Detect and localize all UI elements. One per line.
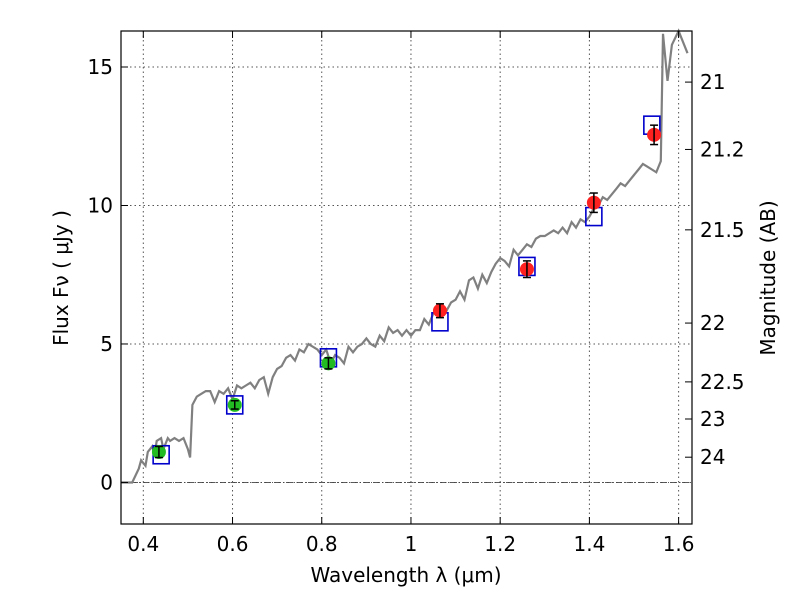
y2-tick-label: 21.5 (700, 218, 745, 242)
x-tick-label: 1 (405, 532, 418, 556)
y2-axis-title: Magnitude (AB) (756, 200, 780, 355)
x-tick-label: 0.6 (217, 532, 249, 556)
model-band-flux-box (225, 395, 244, 415)
y2-tick-label: 21 (700, 70, 725, 94)
x-tick-label: 1.4 (573, 532, 605, 556)
y-axis-title: Flux Fν ( μJy ) (49, 210, 73, 346)
y2-tick-label: 23 (700, 407, 725, 431)
y2-tick-label: 22 (700, 311, 725, 335)
x-tick-label: 1.2 (484, 532, 516, 556)
x-axis-title: Wavelength λ (μm) (310, 563, 501, 587)
y-tick-label: 0 (100, 470, 113, 494)
y2-tick-label: 22.5 (700, 370, 745, 394)
y2-tick-label: 24 (700, 445, 725, 469)
y-tick-label: 10 (88, 193, 113, 217)
y-tick-label: 5 (100, 332, 113, 356)
y-tick-label: 15 (88, 55, 113, 79)
y-axis-ticks: 0 5 10 15 (88, 55, 128, 494)
x-tick-label: 1.6 (663, 532, 695, 556)
plot-frame (120, 30, 693, 525)
model-spectrum-line (121, 28, 689, 484)
plot-area (121, 28, 689, 484)
y2-tick-label: 21.2 (700, 137, 745, 161)
x-tick-label: 0.4 (127, 532, 159, 556)
x-tick-label: 0.8 (306, 532, 338, 556)
y2-axis-ticks: 21 21.2 21.5 22 22.5 23 24 (685, 70, 745, 469)
x-axis-ticks: 0.4 0.6 0.8 1 1.2 1.4 1.6 (127, 31, 695, 556)
grid-lines (121, 31, 692, 524)
